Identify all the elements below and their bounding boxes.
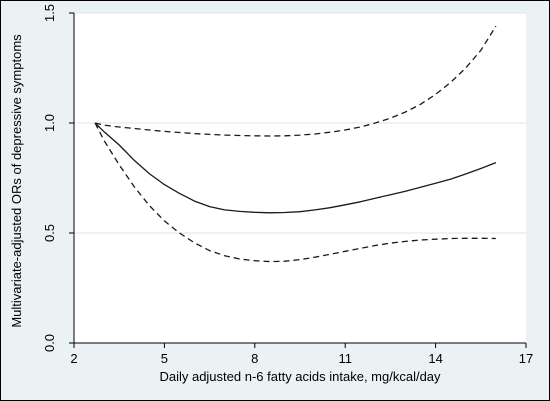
ci-bound-line	[94, 25, 497, 137]
y-tick-label: 1.5	[42, 4, 57, 22]
x-tick-label: 11	[338, 351, 352, 366]
x-tick-label: 14	[428, 351, 442, 366]
y-tick-label: 1.0	[42, 114, 57, 132]
y-ticks: 0.0 0.5 1.0 1.5	[42, 4, 74, 352]
x-ticks: 2 5 8 11 14 17	[70, 343, 533, 366]
y-tick-label: 0.0	[42, 334, 57, 352]
plot-area	[74, 13, 526, 343]
grid-lines	[74, 12, 526, 234]
y-axis-label: Multivariate-adjusted ORs of depressive …	[9, 34, 24, 328]
y-tick-label: 0.5	[42, 224, 57, 242]
x-axis-label: Daily adjusted n-6 fatty acids intake, m…	[159, 369, 441, 384]
x-tick-label: 17	[519, 351, 533, 366]
x-tick-label: 5	[161, 351, 168, 366]
estimate-line	[94, 122, 497, 214]
x-tick-label: 8	[251, 351, 258, 366]
x-tick-label: 2	[70, 351, 77, 366]
series-group	[94, 25, 497, 263]
